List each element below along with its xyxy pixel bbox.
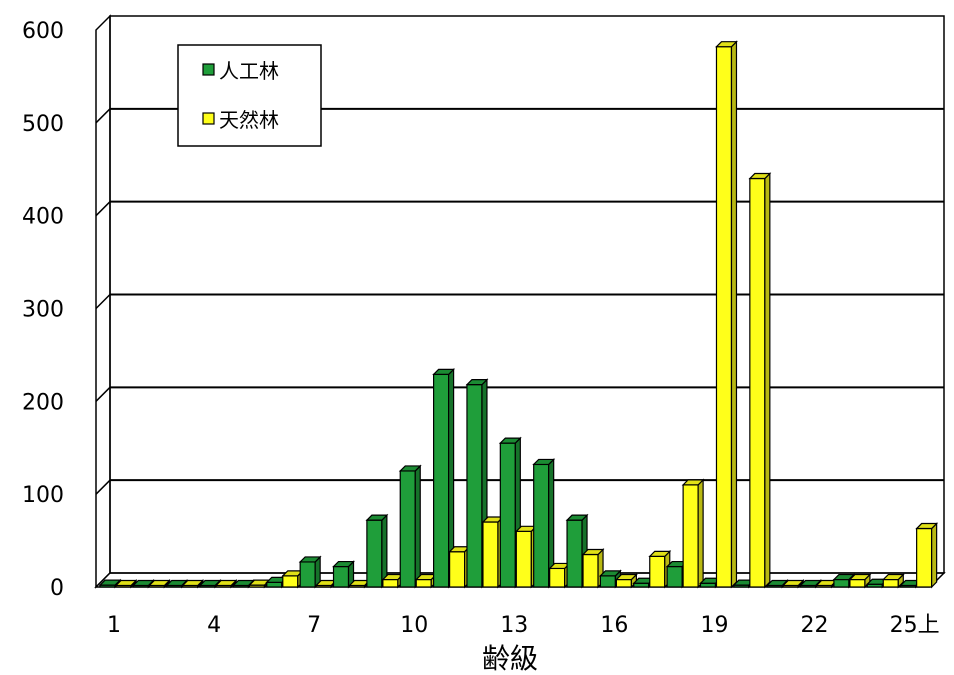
x-tick-label: 1 <box>107 613 121 638</box>
bar-planted <box>299 561 316 588</box>
bar-natural <box>282 575 299 588</box>
bar-top-natural <box>848 573 872 581</box>
bar-top-natural <box>915 522 939 530</box>
bar-top-planted <box>465 379 489 386</box>
bar-planted <box>266 581 283 588</box>
gridline-diag <box>95 386 111 402</box>
bar-natural <box>415 578 432 588</box>
bar-top-planted <box>365 514 389 521</box>
bar-top-planted <box>98 579 122 586</box>
bar-side-natural <box>931 522 938 589</box>
x-tick-label: 19 <box>700 613 728 638</box>
bar-natural <box>582 553 599 588</box>
bar-top-natural <box>614 573 638 581</box>
bar-natural <box>849 578 866 588</box>
bar-side-planted <box>414 464 421 589</box>
bar-top-natural <box>181 579 205 587</box>
bar-natural <box>549 567 566 588</box>
legend-label-planted: 人工林 <box>219 59 279 83</box>
y-tick-label: 500 <box>22 112 64 137</box>
bar-top-natural <box>681 479 705 486</box>
bar-planted <box>533 463 550 588</box>
y-tick-label: 0 <box>50 576 64 601</box>
gridlines <box>95 107 944 495</box>
bar-natural <box>649 555 666 588</box>
bar-planted <box>599 575 617 588</box>
bar-top-planted <box>498 437 522 444</box>
x-tick-label: 13 <box>500 613 528 638</box>
bar-top-planted <box>165 579 189 587</box>
bar-planted <box>433 373 450 588</box>
bar-top-planted <box>598 570 622 577</box>
bar-natural <box>382 578 399 588</box>
bar-natural <box>916 527 933 588</box>
gridline-diag <box>95 479 111 495</box>
y-tick-label: 400 <box>22 205 64 230</box>
x-tick-label: 10 <box>400 613 428 638</box>
bar-side-natural <box>730 40 738 589</box>
bar-top-planted <box>532 458 556 466</box>
gridline-diag <box>95 201 111 217</box>
bar-side-natural <box>764 172 771 589</box>
bar-top-planted <box>432 368 456 376</box>
bar-top-natural <box>581 548 605 556</box>
bar-natural <box>749 177 766 588</box>
x-tick-label: 25上 <box>890 613 940 638</box>
bar-top-natural <box>748 172 772 180</box>
gridline-diag <box>95 293 111 310</box>
bar-natural <box>515 530 532 588</box>
bar-natural <box>715 46 733 588</box>
y-tick-labels: 0 100 200 300 400 500 600 <box>22 19 64 601</box>
y-tick-label: 200 <box>22 390 64 415</box>
legend: 人工林 天然林 <box>177 44 322 147</box>
legend-box <box>177 44 322 147</box>
bar-top-natural <box>648 550 672 557</box>
legend-swatch-planted <box>202 63 215 76</box>
bar-planted <box>566 519 583 588</box>
bar-side-natural <box>697 478 704 589</box>
bar-top-planted <box>298 556 322 563</box>
bar-top-planted <box>799 579 823 587</box>
bar-top-natural <box>881 573 905 581</box>
bars <box>98 40 939 589</box>
bar-top-natural <box>114 579 138 587</box>
bar-top-natural <box>781 579 805 587</box>
legend-swatch-natural <box>202 112 215 125</box>
bar-top-planted <box>565 514 589 521</box>
x-tick-label: 16 <box>600 613 628 638</box>
y-tick-label: 300 <box>22 298 64 323</box>
bar-top-natural <box>214 579 238 587</box>
x-tick-label: 7 <box>307 613 321 638</box>
bar-natural <box>682 484 699 588</box>
bar-top-planted <box>765 579 789 587</box>
x-axis-label: 齢級 <box>482 642 538 675</box>
bar-planted <box>366 519 383 588</box>
bar-top-planted <box>832 573 856 581</box>
y-tick-label: 100 <box>22 483 64 508</box>
bar-top-planted <box>198 579 222 587</box>
bar-planted <box>466 384 483 588</box>
bar-planted <box>833 578 850 588</box>
bar-planted <box>499 442 516 588</box>
x-tick-label: 22 <box>801 613 829 638</box>
x-tick-labels: 1 4 7 10 13 16 19 22 25上 <box>107 613 940 638</box>
gridline-diag <box>95 108 111 124</box>
bar-planted <box>399 470 416 588</box>
bar-top-natural <box>147 579 171 587</box>
bar-planted <box>332 565 350 588</box>
bar-natural <box>449 551 466 588</box>
bar-natural <box>482 521 499 588</box>
bar-natural <box>882 578 899 588</box>
legend-label-natural: 天然林 <box>219 108 279 132</box>
bar-planted <box>666 565 683 588</box>
y-tick-label: 600 <box>22 19 64 44</box>
bar-top-natural <box>715 41 738 48</box>
bar-natural <box>615 578 633 588</box>
bar-top-planted <box>332 560 355 568</box>
x-tick-label: 4 <box>207 613 221 638</box>
bar-top-planted <box>398 465 422 472</box>
bar-top-planted <box>131 579 155 587</box>
